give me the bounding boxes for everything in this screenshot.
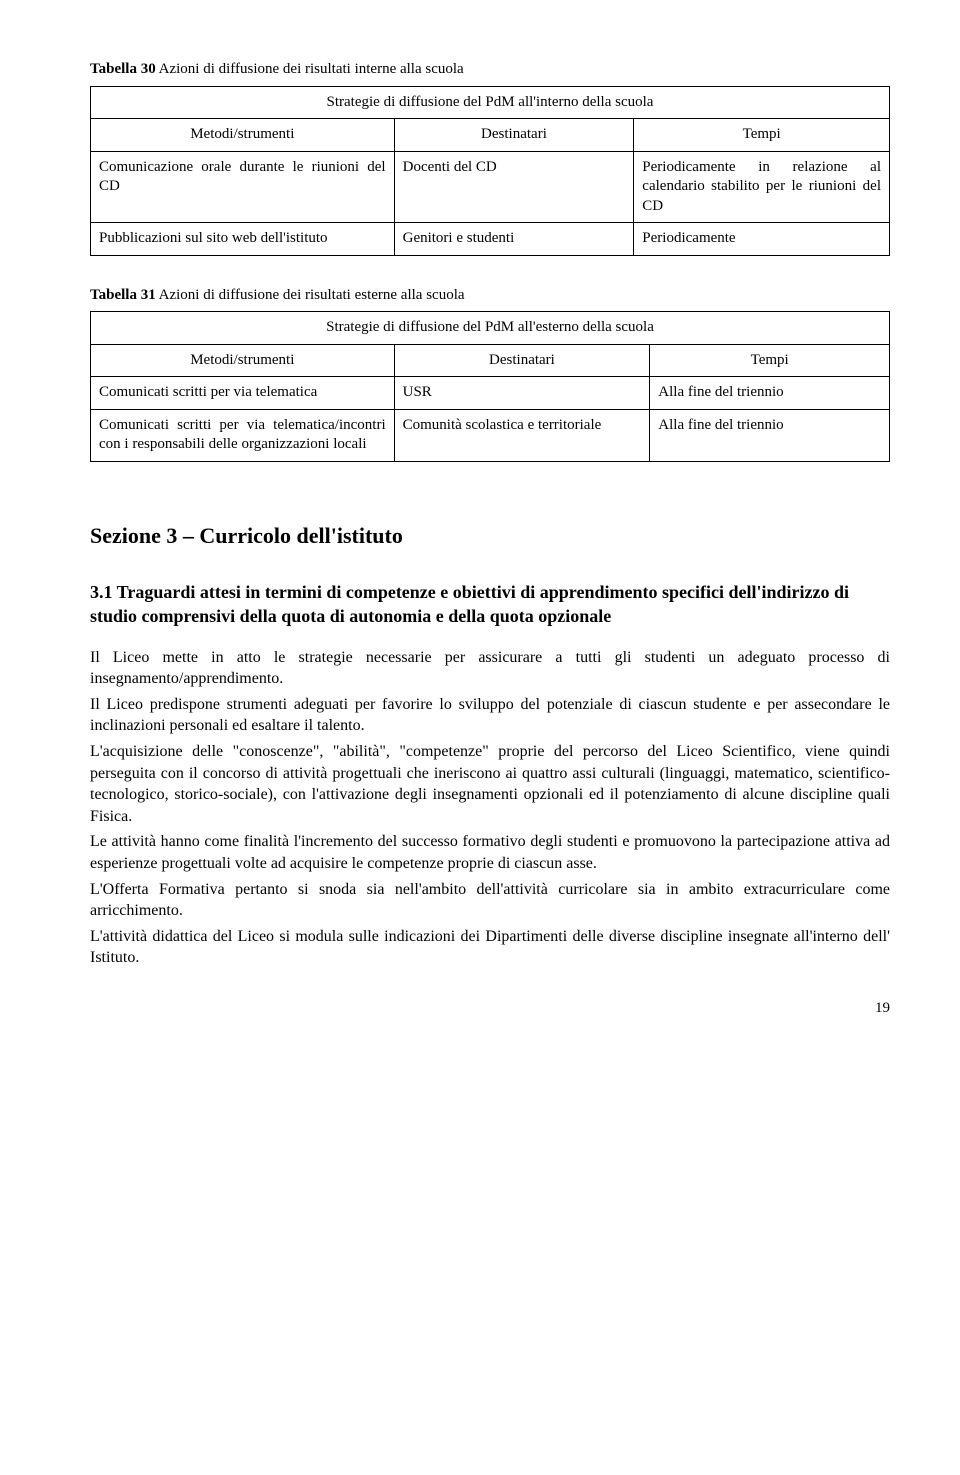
section3-title: Sezione 3 – Curricolo dell'istituto: [90, 522, 890, 551]
table30-r1c3: Periodicamente in relazione al calendari…: [634, 151, 890, 223]
table30-r2c2: Genitori e studenti: [394, 223, 634, 256]
table31-col-dest: Destinatari: [394, 344, 650, 377]
table31-subheading-row: Strategie di diffusione del PdM all'este…: [91, 312, 890, 345]
table30: Strategie di diffusione del PdM all'inte…: [90, 86, 890, 256]
page-number: 19: [90, 999, 890, 1019]
table30-subheading-row: Strategie di diffusione del PdM all'inte…: [91, 86, 890, 119]
section3-p2: Il Liceo predispone strumenti adeguati p…: [90, 694, 890, 737]
table30-r2c3: Periodicamente: [634, 223, 890, 256]
section3-1-title: 3.1 Traguardi attesi in termini di compe…: [90, 580, 890, 629]
table30-col-dest: Destinatari: [394, 119, 634, 152]
table31-r2c1: Comunicati scritti per via telematica/in…: [91, 409, 395, 461]
section3-p4: Le attività hanno come finalità l'increm…: [90, 831, 890, 874]
table31-r1c1: Comunicati scritti per via telematica: [91, 377, 395, 410]
table31-subheading: Strategie di diffusione del PdM all'este…: [91, 312, 890, 345]
table31-header-row: Metodi/strumenti Destinatari Tempi: [91, 344, 890, 377]
table-row: Comunicazione orale durante le riunioni …: [91, 151, 890, 223]
table31-col-methods: Metodi/strumenti: [91, 344, 395, 377]
table-row: Comunicati scritti per via telematica US…: [91, 377, 890, 410]
table31: Strategie di diffusione del PdM all'este…: [90, 311, 890, 462]
table-row: Pubblicazioni sul sito web dell'istituto…: [91, 223, 890, 256]
table31-r1c3: Alla fine del triennio: [650, 377, 890, 410]
table-row: Comunicati scritti per via telematica/in…: [91, 409, 890, 461]
table31-caption-bold: Tabella 31: [90, 287, 156, 303]
table30-subheading: Strategie di diffusione del PdM all'inte…: [91, 86, 890, 119]
section3-p5: L'Offerta Formativa pertanto si snoda si…: [90, 879, 890, 922]
section3-p6: L'attività didattica del Liceo si modula…: [90, 926, 890, 969]
table31-r1c2: USR: [394, 377, 650, 410]
table30-caption: Tabella 30 Azioni di diffusione dei risu…: [90, 60, 890, 80]
table30-col-methods: Metodi/strumenti: [91, 119, 395, 152]
table31-caption: Tabella 31 Azioni di diffusione dei risu…: [90, 286, 890, 306]
section3-p1: Il Liceo mette in atto le strategie nece…: [90, 647, 890, 690]
table30-caption-bold: Tabella 30: [90, 61, 156, 77]
table30-header-row: Metodi/strumenti Destinatari Tempi: [91, 119, 890, 152]
table31-col-tempi: Tempi: [650, 344, 890, 377]
table30-r1c2: Docenti del CD: [394, 151, 634, 223]
table30-r2c1: Pubblicazioni sul sito web dell'istituto: [91, 223, 395, 256]
table30-caption-rest: Azioni di diffusione dei risultati inter…: [156, 61, 464, 77]
section3-p3: L'acquisizione delle "conoscenze", "abil…: [90, 741, 890, 827]
table31-r2c3: Alla fine del triennio: [650, 409, 890, 461]
table31-r2c2: Comunità scolastica e territoriale: [394, 409, 650, 461]
table30-col-tempi: Tempi: [634, 119, 890, 152]
table30-r1c1: Comunicazione orale durante le riunioni …: [91, 151, 395, 223]
table31-caption-rest: Azioni di diffusione dei risultati ester…: [156, 287, 465, 303]
